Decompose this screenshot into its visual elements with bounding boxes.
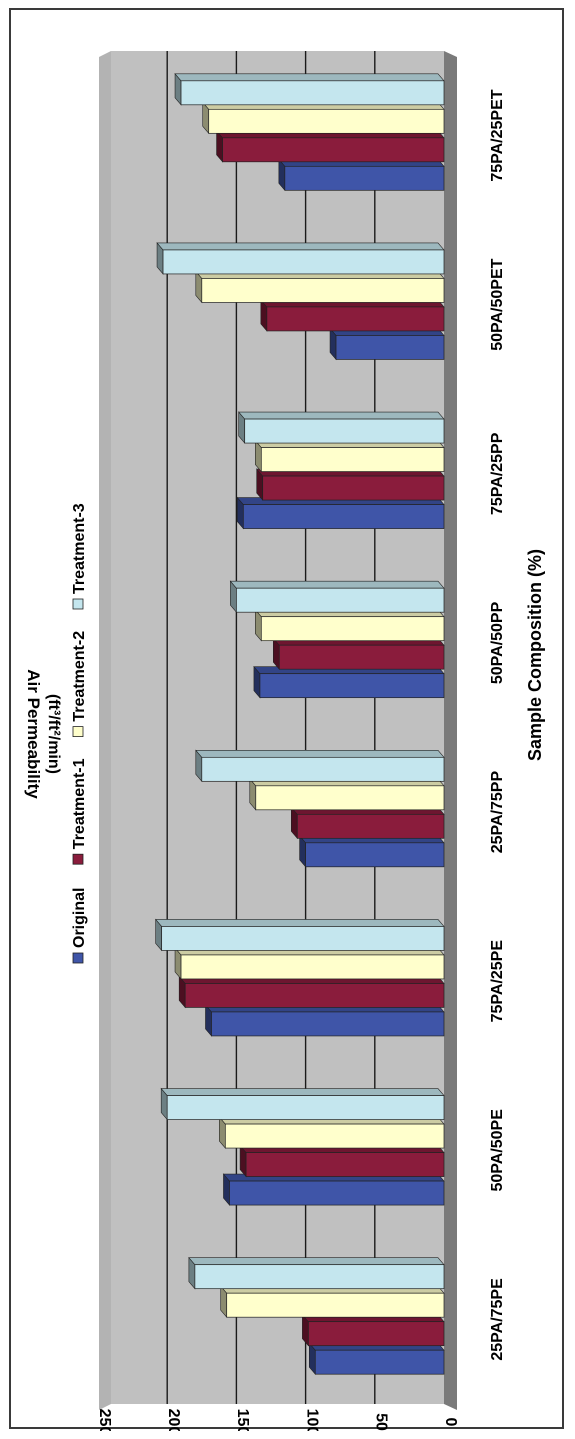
bar [238, 411, 445, 444]
bar [195, 270, 445, 304]
legend-label: Treatment-3 [71, 503, 88, 594]
bar [156, 242, 445, 275]
bar [178, 975, 445, 1009]
bar [239, 1144, 445, 1178]
category-label: 50PA/50PP [489, 601, 506, 684]
bar [160, 1087, 445, 1121]
bar [249, 778, 445, 811]
category-labels: 25PA/75PE 50PA/50PE 75PA/25PE 25PA/75PP 50PA… [489, 89, 506, 1360]
y-tick-label: 100 [303, 1409, 320, 1431]
category-label: 75PA/25PET [489, 89, 506, 181]
bar [254, 439, 445, 473]
y-tick-label: 250 [96, 1409, 113, 1431]
bar [253, 665, 445, 699]
category-label: 25PA/75PP [489, 771, 506, 854]
chart-frame: 0 50 100 150 200 250 25PA/75PE 50PA/50PE 75PA/2… [9, 8, 564, 1431]
bar [301, 1313, 445, 1347]
legend-label: Original [71, 888, 88, 948]
legend-label: Treatment-1 [71, 758, 88, 849]
legend-swatch [72, 853, 84, 865]
category-label: 50PA/50PE [489, 1109, 506, 1192]
bar [195, 749, 445, 783]
y-tick-label: 150 [234, 1409, 251, 1431]
bars [155, 73, 445, 1375]
bar [290, 806, 445, 840]
bar [174, 73, 445, 106]
bar [204, 1004, 445, 1037]
y-tick-labels: 0 50 100 150 200 250 [96, 1409, 459, 1431]
bar [155, 918, 445, 952]
chart: 0 50 100 150 200 250 25PA/75PE 50PA/50PE 75PA/2… [24, 51, 545, 1431]
legend-swatch [72, 726, 84, 737]
bar [218, 1116, 445, 1149]
bar [254, 608, 445, 642]
bar [236, 496, 445, 530]
y-axis-title: Air Permeability [24, 669, 43, 799]
y-tick-label: 0 [442, 1418, 459, 1427]
category-label: 25PA/75PE [489, 1278, 506, 1361]
plot-floor [444, 51, 457, 1410]
category-label: 50PA/50PET [489, 258, 506, 350]
bar [229, 580, 445, 613]
category-label: 75PA/25PE [489, 940, 506, 1023]
bar [188, 1256, 445, 1290]
legend-swatch [72, 952, 84, 964]
bar [329, 327, 445, 361]
legend-label: Treatment-2 [71, 631, 88, 722]
plot-side-wall [99, 51, 111, 1410]
legend: Original Treatment-1 Treatment-2 Treatment-… [71, 503, 88, 964]
bar [215, 130, 445, 163]
bar [174, 947, 445, 980]
bar [202, 101, 445, 135]
bar [260, 299, 445, 332]
y-axis-units: (ft³/ft²/min) [45, 694, 62, 774]
bar [222, 1173, 445, 1206]
bar [278, 158, 445, 192]
category-label: 75PA/25PP [489, 432, 506, 515]
bar [256, 468, 445, 501]
bar [298, 835, 445, 868]
x-axis-title: Sample Composition (%) [525, 549, 545, 761]
y-tick-label: 200 [165, 1409, 182, 1431]
y-tick-label: 50 [373, 1413, 390, 1431]
legend-swatch [72, 598, 84, 610]
bar [220, 1285, 445, 1318]
bar [272, 637, 445, 670]
bar [308, 1342, 445, 1375]
